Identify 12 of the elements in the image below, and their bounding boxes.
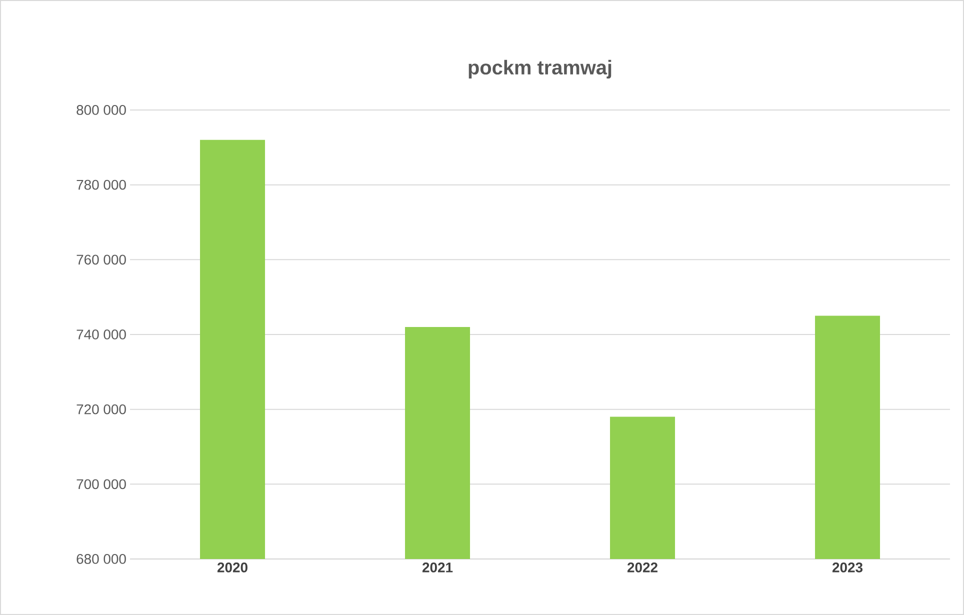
x-tick-label: 2022 — [627, 562, 658, 572]
y-tick-label: 700 000 — [76, 479, 126, 490]
x-tick-label: 2021 — [422, 562, 453, 572]
y-tick-label: 720 000 — [76, 404, 126, 414]
x-tick-label: 2020 — [217, 562, 248, 572]
y-tick-label: 800 000 — [76, 105, 126, 115]
x-tick-label: 2023 — [832, 562, 863, 572]
y-tick-label: 780 000 — [76, 180, 126, 190]
chart-title: pockm tramwaj — [468, 60, 612, 78]
y-tick-label: 760 000 — [76, 254, 126, 265]
y-tick-label: 680 000 — [76, 554, 126, 564]
y-tick-label: 740 000 — [76, 330, 126, 340]
